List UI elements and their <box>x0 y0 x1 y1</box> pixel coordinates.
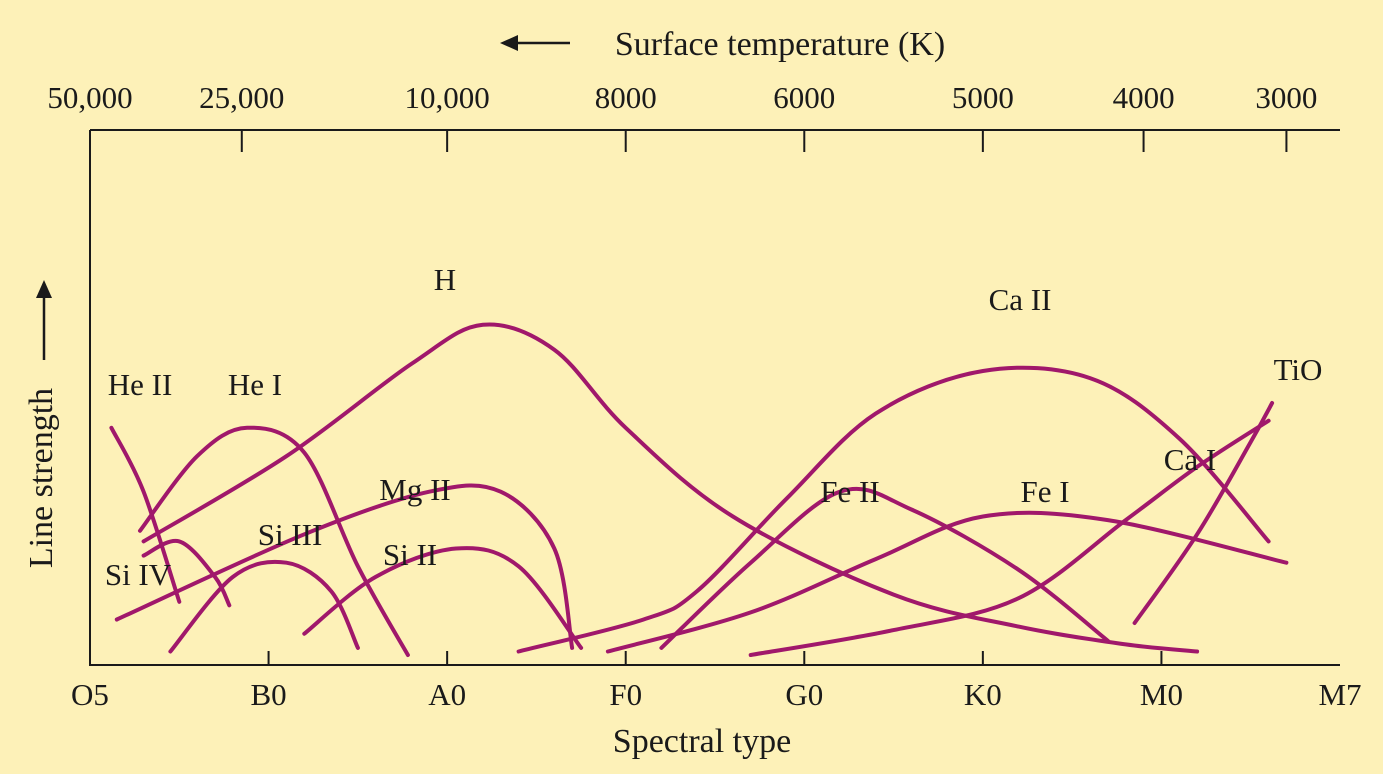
series-labels: He II He I H Si IV Si III Mg II Si II Ca II Fe I… <box>105 262 1323 592</box>
top-axis-arrowhead <box>500 35 518 51</box>
x-tick-label: A0 <box>428 677 466 712</box>
x-tick-label: B0 <box>250 677 286 712</box>
series-label-he-ii: He II <box>108 367 173 402</box>
x-tick-label: F0 <box>609 677 642 712</box>
series-label-mg-ii: Mg II <box>379 472 450 507</box>
series-line-si-ii <box>302 546 584 650</box>
series-line-tio <box>1132 401 1275 625</box>
axis-titles: Spectral type Surface temperature (K) Line… <box>23 26 945 760</box>
series-label-h: H <box>434 262 456 297</box>
series-line-h <box>141 322 1200 654</box>
x-tick-label: M7 <box>1318 677 1361 712</box>
series-curves <box>109 322 1289 657</box>
series-label-si-ii: Si II <box>383 537 437 572</box>
series-label-si-iv: Si IV <box>105 557 172 592</box>
top-tick-label: 50,000 <box>47 80 132 115</box>
x-tick-label: G0 <box>785 677 823 712</box>
top-tick-label: 8000 <box>595 80 657 115</box>
series-label-ca-ii: Ca II <box>989 282 1052 317</box>
y-axis-arrowhead <box>36 280 52 298</box>
series-line-fe-ii <box>659 486 1110 650</box>
plot-frame <box>89 130 1340 666</box>
series-line-si-iii <box>168 559 360 654</box>
x-tick-label: K0 <box>964 677 1002 712</box>
series-label-fe-ii: Fe II <box>820 474 879 509</box>
series-line-he-ii <box>109 425 182 604</box>
series-line-mg-ii <box>114 483 575 650</box>
series-label-he-i: He I <box>228 367 282 402</box>
top-tick-label: 10,000 <box>405 80 490 115</box>
chart-axes: O5 B0 A0 F0 G0 K0 M0 M7 50,000 25,000 10,000 8000 60… <box>47 80 1361 712</box>
top-tick-label: 25,000 <box>199 80 284 115</box>
top-tick-label: 3000 <box>1255 80 1317 115</box>
y-axis-title: Line strength <box>23 388 60 568</box>
series-line-fe-i <box>605 510 1289 654</box>
series-line-ca-ii <box>516 365 1271 654</box>
series-line-ca-i <box>748 418 1271 657</box>
series-label-si-iii: Si III <box>258 517 323 552</box>
series-label-fe-i: Fe I <box>1020 474 1069 509</box>
top-tick-label: 4000 <box>1113 80 1175 115</box>
top-axis-title: Surface temperature (K) <box>615 26 945 63</box>
top-tick-label: 5000 <box>952 80 1014 115</box>
x-axis-title: Spectral type <box>613 723 791 760</box>
series-label-tio: TiO <box>1274 352 1323 387</box>
top-tick-label: 6000 <box>773 80 835 115</box>
series-line-he-i <box>138 425 410 657</box>
series-line-si-iv <box>141 538 232 608</box>
x-tick-label: O5 <box>71 677 109 712</box>
x-tick-label: M0 <box>1140 677 1183 712</box>
series-label-ca-i: Ca I <box>1164 442 1217 477</box>
